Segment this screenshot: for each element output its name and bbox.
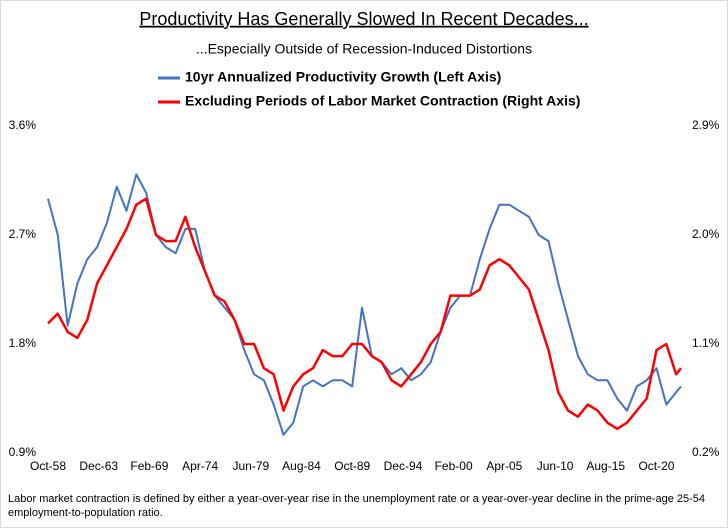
y-tick-label: 2.7% xyxy=(9,227,37,241)
y2-tick-label: 1.1% xyxy=(692,336,720,350)
y2-tick-label: 2.9% xyxy=(692,118,720,132)
x-tick-label: Aug-15 xyxy=(586,459,625,473)
x-tick-label: Jun-79 xyxy=(233,459,270,473)
chart-title: Productivity Has Generally Slowed In Rec… xyxy=(139,9,588,29)
y-tick-label: 1.8% xyxy=(9,336,37,350)
x-tick-label: Apr-74 xyxy=(182,459,218,473)
y-tick-label: 0.9% xyxy=(9,445,37,459)
series-line xyxy=(47,173,682,436)
footnote: Labor market contraction is defined by e… xyxy=(8,493,706,519)
x-tick-label: Aug-84 xyxy=(282,459,321,473)
x-tick-label: Oct-89 xyxy=(334,459,370,473)
x-tick-label: Dec-63 xyxy=(79,459,118,473)
y-tick-label: 3.6% xyxy=(9,118,37,132)
series-line xyxy=(47,197,682,431)
chart-subtitle: ...Especially Outside of Recession-Induc… xyxy=(196,41,532,57)
y2-tick-label: 2.0% xyxy=(692,227,720,241)
x-tick-label: Feb-00 xyxy=(435,459,473,473)
y2-tick-label: 0.2% xyxy=(692,445,720,459)
x-tick-label: Dec-94 xyxy=(384,459,423,473)
legend-label: Excluding Periods of Labor Market Contra… xyxy=(185,93,580,109)
x-tick-label: Apr-05 xyxy=(486,459,522,473)
x-tick-label: Feb-69 xyxy=(130,459,168,473)
x-tick-label: Oct-20 xyxy=(638,459,674,473)
x-tick-label: Oct-58 xyxy=(30,459,66,473)
legend-label: 10yr Annualized Productivity Growth (Lef… xyxy=(185,69,501,85)
x-tick-label: Jun-10 xyxy=(537,459,574,473)
